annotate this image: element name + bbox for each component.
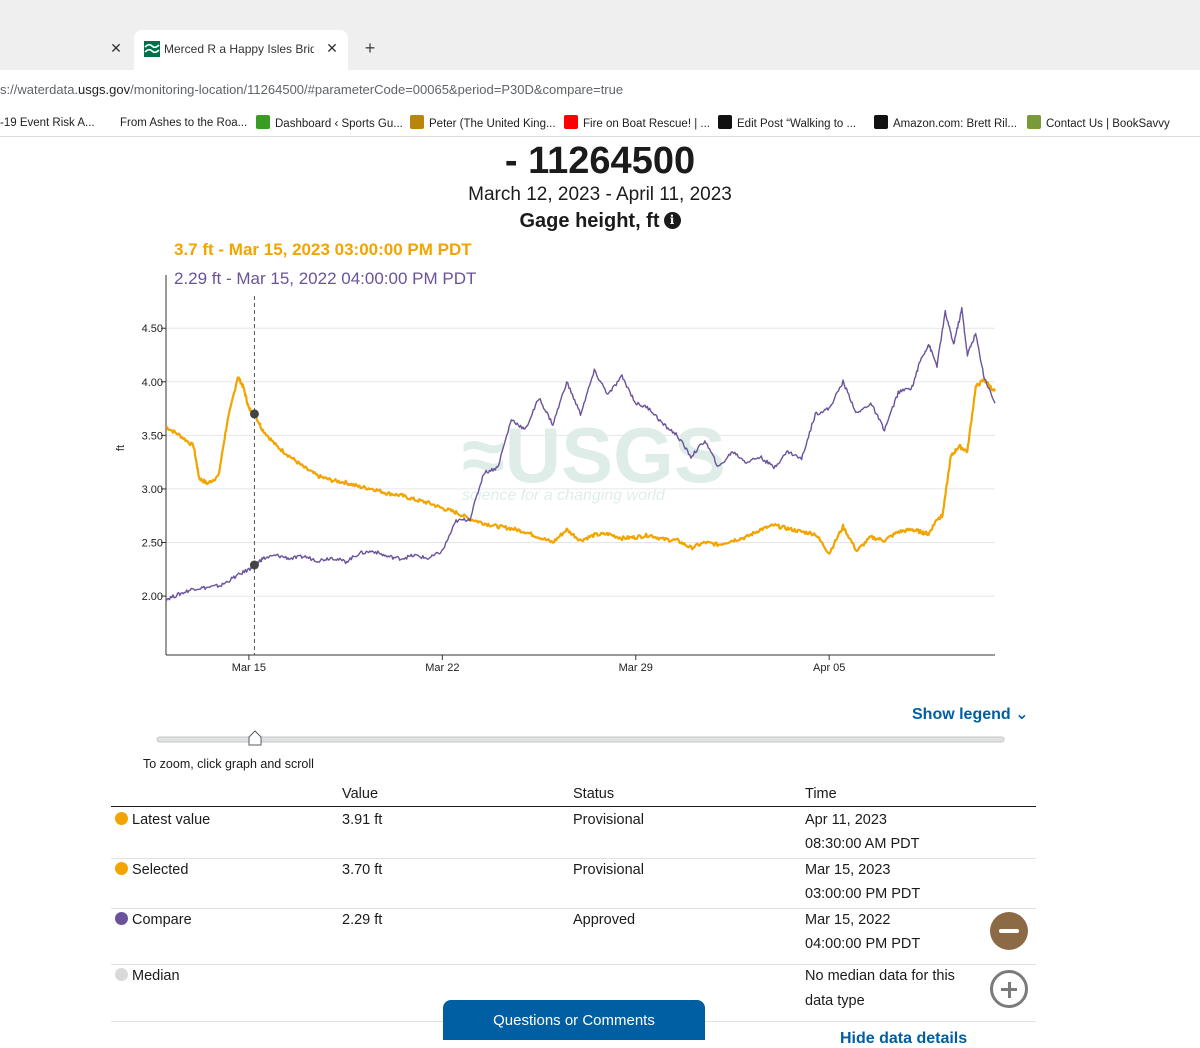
table-cell-time: 04:00:00 PM PDT xyxy=(805,936,921,952)
remove-compare-button[interactable] xyxy=(990,912,1028,950)
sg-icon xyxy=(256,115,270,129)
bookmark-label: Fire on Boat Rescue! | ... xyxy=(583,118,710,130)
table-cell-value: 2.29 ft xyxy=(342,912,383,928)
current-selected-point xyxy=(249,409,259,419)
page-title: - 11264500 xyxy=(504,140,696,182)
bookmark-item[interactable]: -19 Event Risk A... xyxy=(0,115,95,131)
add-median-button[interactable] xyxy=(990,970,1028,1008)
usgs-watermark-logo: ≈USGS science for a changing world xyxy=(462,411,726,504)
x-tick-label: Mar 29 xyxy=(619,662,653,674)
chevron-down-icon: ⌄ xyxy=(1015,706,1029,723)
g-icon xyxy=(410,115,424,129)
bookmark-item[interactable]: Dashboard ‹ Sports Gu... xyxy=(256,115,403,131)
zoom-slider[interactable] xyxy=(156,730,1005,746)
svg-text:science for a changing world: science for a changing world xyxy=(462,487,666,504)
usgs-favicon-icon xyxy=(144,41,160,57)
table-cell-status: Provisional xyxy=(573,862,644,878)
bookmark-label: Contact Us | BookSavvy xyxy=(1046,118,1170,130)
compare-series-line xyxy=(165,306,996,602)
legend-dot-icon xyxy=(115,862,128,875)
table-row-label: Compare xyxy=(115,908,192,932)
table-row-label: Selected xyxy=(115,858,188,882)
y-tick-label: 3.00 xyxy=(142,484,163,496)
address-bar[interactable]: s://waterdata.usgs.gov/monitoring-locati… xyxy=(0,70,1200,108)
table-cell-time: Apr 11, 2023 xyxy=(805,812,887,828)
selected-value-label: 3.7 ft - Mar 15, 2023 03:00:00 PM PDT xyxy=(174,240,472,259)
table-cell-value: 3.91 ft xyxy=(342,812,383,828)
table-cell-time: data type xyxy=(805,993,865,1009)
y-tick-label: 4.00 xyxy=(142,377,163,389)
bookmarks-bar: -19 Event Risk A... From Ashes to the Roa… xyxy=(0,108,1200,137)
table-row-label: Median xyxy=(115,964,180,988)
y-tick-label: 3.50 xyxy=(142,430,163,442)
y-tick-label: 2.50 xyxy=(142,538,163,550)
youtube-icon xyxy=(564,115,578,129)
table-cell-status: Provisional xyxy=(573,812,644,828)
table-row-label: Latest value xyxy=(115,808,210,832)
table-cell-time: Mar 15, 2022 xyxy=(805,912,891,928)
browser-tab-strip: ✕ Merced R a Happy Isles Bridge ✕ + xyxy=(0,0,1200,70)
table-cell-time: 08:30:00 AM PDT xyxy=(805,836,920,852)
current-series-line xyxy=(165,376,997,555)
y-axis-label: ft xyxy=(115,445,127,451)
x-tick-label: Mar 22 xyxy=(425,662,459,674)
y-tick-label: 2.00 xyxy=(142,591,163,603)
bookmark-label: -19 Event Risk A... xyxy=(0,117,95,129)
active-tab[interactable]: Merced R a Happy Isles Bridge ✕ xyxy=(134,30,348,70)
url-text[interactable]: s://waterdata.usgs.gov/monitoring-locati… xyxy=(0,82,624,97)
table-cell-time: Mar 15, 2023 xyxy=(805,862,891,878)
zoom-hint: To zoom, click graph and scroll xyxy=(143,757,314,771)
tab-title: Merced R a Happy Isles Bridge xyxy=(164,42,314,56)
new-tab-button[interactable]: + xyxy=(364,38,376,58)
previous-tab[interactable]: ✕ xyxy=(0,33,130,63)
bookmark-label: Amazon.com: Brett Ril... xyxy=(893,118,1017,130)
lv-icon xyxy=(718,115,732,129)
bookmark-label: Edit Post “Walking to ... xyxy=(737,118,857,130)
bookmark-item[interactable]: Amazon.com: Brett Ril... xyxy=(874,115,1017,131)
table-cell-status: Approved xyxy=(573,912,636,928)
bookmark-label: Peter (The United King... xyxy=(429,118,556,130)
date-range: March 12, 2023 - April 11, 2023 xyxy=(468,184,732,205)
table-cell-time: 03:00:00 PM PDT xyxy=(805,886,921,902)
svg-text:≈USGS: ≈USGS xyxy=(462,411,726,499)
compare-value-label: 2.29 ft - Mar 15, 2022 04:00:00 PM PDT xyxy=(174,269,477,288)
close-icon[interactable]: ✕ xyxy=(110,40,122,56)
info-icon[interactable]: i xyxy=(663,212,681,229)
booksavvy-icon xyxy=(1027,115,1041,129)
legend-dot-icon xyxy=(115,912,128,925)
bookmark-item[interactable]: Fire on Boat Rescue! | ... xyxy=(564,115,710,131)
hydrograph-chart[interactable]: ≈USGS science for a changing world 2.00 2… xyxy=(0,0,1200,760)
minus-icon xyxy=(999,929,1019,933)
questions-or-comments-button[interactable]: Questions or Comments xyxy=(443,1000,705,1040)
compare-selected-point xyxy=(249,560,259,570)
x-tick-label: Apr 05 xyxy=(813,662,845,674)
y-tick-label: 4.50 xyxy=(142,323,163,335)
column-header-time: Time xyxy=(805,786,837,802)
slider-handle xyxy=(248,730,262,746)
bookmark-label: Dashboard ‹ Sports Gu... xyxy=(275,118,403,130)
table-cell-value: 3.70 ft xyxy=(342,862,383,878)
column-header-status: Status xyxy=(573,786,615,802)
legend-dot-icon xyxy=(115,812,128,825)
show-legend-toggle[interactable]: Show legend ⌄ xyxy=(912,706,1029,723)
legend-dot-icon xyxy=(115,968,128,981)
hide-data-details-link[interactable]: Hide data details xyxy=(840,1030,968,1047)
parameter-title: Gage height, ft i xyxy=(0,210,1200,233)
column-header-value: Value xyxy=(342,786,379,802)
bookmark-item[interactable]: Contact Us | BookSavvy xyxy=(1027,115,1170,131)
bookmark-item[interactable]: Peter (The United King... xyxy=(410,115,556,131)
bookmark-item[interactable]: From Ashes to the Roa... xyxy=(120,115,247,131)
bookmark-label: From Ashes to the Roa... xyxy=(120,117,248,129)
table-cell-time: No median data for this xyxy=(805,968,955,984)
amazon-icon xyxy=(874,115,888,129)
close-icon[interactable]: ✕ xyxy=(326,40,338,56)
x-tick-label: Mar 15 xyxy=(232,662,266,674)
bookmark-item[interactable]: Edit Post “Walking to ... xyxy=(718,115,856,131)
